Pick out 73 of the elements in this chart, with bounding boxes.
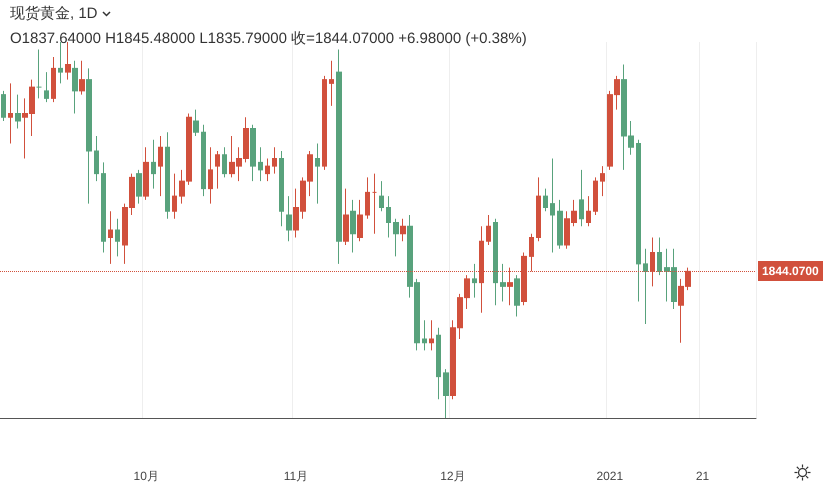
- candlestick: [58, 42, 63, 84]
- candlestick: [201, 124, 206, 197]
- candlestick: [250, 124, 256, 182]
- candlestick: [336, 49, 342, 264]
- candlestick: [586, 196, 591, 227]
- candlestick: [443, 368, 449, 418]
- candlestick: [286, 196, 292, 242]
- candlestick: [79, 60, 85, 96]
- candlestick: [400, 218, 406, 242]
- candlestick: [94, 136, 99, 182]
- candlestick: [514, 274, 520, 317]
- candlestick: [500, 263, 506, 302]
- candlestick: [429, 320, 434, 351]
- candlestick: [193, 109, 199, 136]
- candlestick: [322, 75, 327, 170]
- candlestick: [600, 166, 605, 197]
- candlestick: [315, 143, 320, 204]
- candlestick: [593, 176, 598, 216]
- candlestick: [636, 139, 641, 302]
- candlestick: [222, 146, 227, 178]
- candlestick: [15, 94, 21, 129]
- x-tick-label: 12月: [440, 469, 466, 483]
- chart-title: 现货黄金, 1D: [10, 4, 99, 23]
- candlestick: [393, 218, 399, 257]
- candlestick: [372, 173, 377, 234]
- candlestick: [265, 158, 270, 182]
- candlestick: [486, 214, 491, 246]
- candlestick: [115, 218, 120, 257]
- candlestick: [44, 72, 49, 103]
- x-tick-label: 11月: [284, 469, 308, 483]
- candlestick: [472, 263, 477, 298]
- candlestick: [172, 173, 177, 220]
- candlestick: [208, 146, 213, 204]
- candlestick: [386, 196, 391, 238]
- candlestick: [543, 188, 548, 212]
- candlestick: [557, 199, 563, 250]
- candlestick: [357, 199, 363, 242]
- candlestick: [72, 60, 78, 114]
- candlestick: [143, 146, 149, 200]
- candlestick: [258, 146, 263, 182]
- candlestick: [343, 188, 349, 246]
- text: 1844.0700: [758, 261, 823, 282]
- candlestick: [101, 162, 106, 254]
- candlestick: [536, 176, 541, 242]
- candlestick: [215, 150, 220, 190]
- candlestick: [136, 169, 142, 204]
- candlestick: [65, 42, 71, 80]
- candlestick: [279, 150, 284, 227]
- candlestick: [579, 169, 584, 227]
- candlestick: [493, 218, 498, 306]
- candlestick: [51, 56, 56, 103]
- candlestick: [329, 60, 334, 106]
- candlestick: [158, 136, 163, 197]
- candlestick: [422, 320, 427, 351]
- annotation: O1837.64000 H1845.48000 L1835.79000 收=1844.07000 +6.98000 (+0.38%): [10, 29, 527, 48]
- candlestick: [350, 199, 356, 254]
- candlestick: [86, 68, 92, 204]
- x-tick-label: 10月: [134, 469, 159, 483]
- candlestick: [108, 210, 113, 264]
- candlestick: [657, 237, 662, 276]
- candlestick: [643, 248, 648, 324]
- candlestick: [272, 146, 277, 174]
- candlestick: [1, 90, 6, 122]
- candlestick: [436, 327, 441, 400]
- candlestick: [151, 139, 156, 190]
- x-tick-label: 21: [696, 469, 710, 483]
- candlestick: [165, 132, 170, 220]
- candlestick: [550, 158, 555, 254]
- x-tick-label: 2021: [596, 469, 624, 483]
- candlestick: [379, 180, 384, 212]
- candlestick: [365, 176, 370, 220]
- candlestick: [8, 82, 13, 144]
- candlestick: [36, 49, 42, 99]
